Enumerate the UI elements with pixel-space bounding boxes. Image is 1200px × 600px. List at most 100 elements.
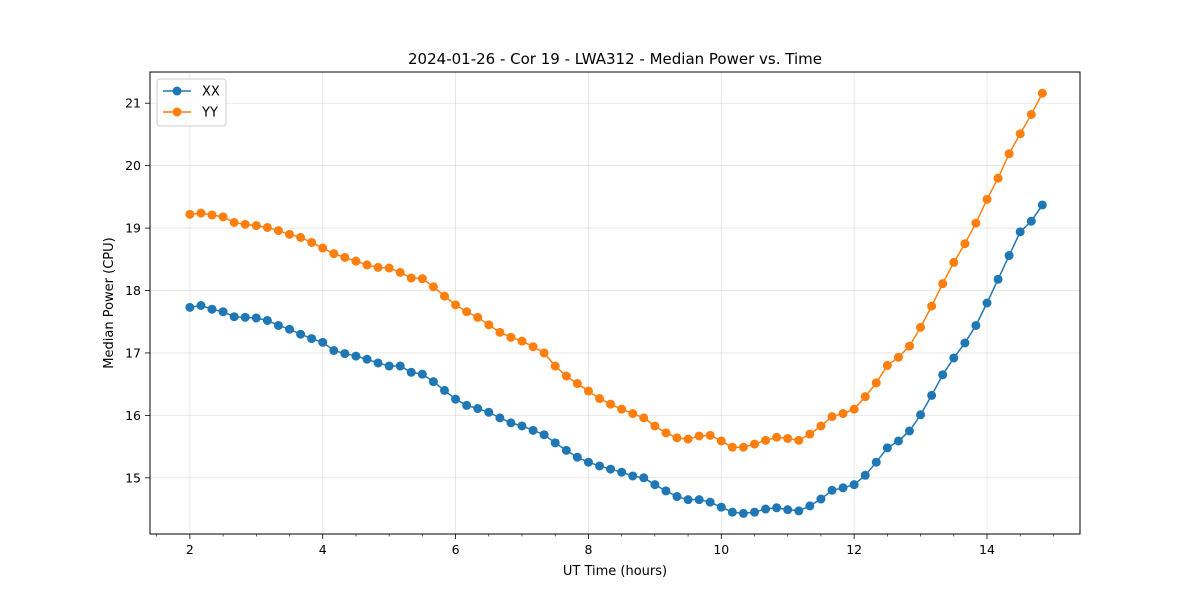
data-point-xx [484,407,494,417]
data-point-yy [916,322,926,332]
data-point-xx [916,410,926,420]
x-tick-label: 12 [846,542,862,557]
data-point-xx [639,473,649,483]
legend-label-xx: XX [202,85,220,100]
data-point-xx [495,413,505,423]
data-point-yy [595,394,605,404]
data-point-xx [595,461,605,471]
series-xx [185,200,1047,518]
data-point-xx [1026,216,1036,226]
data-point-yy [727,442,737,452]
data-point-xx [539,430,549,440]
x-tick-label: 2 [186,542,194,557]
data-point-xx [794,506,804,516]
data-point-yy [384,263,394,273]
data-point-xx [473,404,483,414]
data-point-xx [772,503,782,513]
data-point-xx [893,436,903,446]
data-point-yy [484,320,494,330]
chart-title: 2024-01-26 - Cor 19 - LWA312 - Median Po… [408,50,822,68]
data-point-xx [196,301,206,310]
data-point-yy [927,301,937,311]
data-point-xx [362,354,372,364]
data-point-xx [661,486,671,496]
data-point-xx [285,324,294,334]
data-point-xx [296,329,306,339]
data-point-yy [1037,88,1047,98]
grid [150,72,1080,534]
data-point-xx [672,492,682,502]
series-yy [185,88,1047,452]
y-tick-label: 21 [125,96,141,111]
data-point-yy [606,399,616,409]
data-point-xx [406,367,416,377]
data-point-xx [506,418,516,428]
data-point-yy [661,428,671,438]
data-point-xx [583,457,593,467]
data-point-yy [838,409,848,419]
data-point-yy [395,267,405,277]
y-tick-label: 17 [125,345,141,360]
data-point-xx [805,501,815,511]
data-point-yy [528,342,538,352]
data-point-yy [971,218,981,228]
y-tick-label: 20 [125,158,141,173]
data-point-xx [550,438,560,448]
x-tick-label: 8 [584,542,592,557]
data-point-xx [451,394,461,404]
data-point-yy [296,232,306,242]
data-point-yy [550,361,560,371]
data-point-yy [639,413,649,423]
data-point-xx [218,307,228,317]
data-point-xx [750,507,759,517]
data-point-xx [949,353,959,363]
data-point-yy [672,433,682,443]
data-point-yy [805,429,815,439]
data-point-yy [827,412,837,422]
data-point-xx [417,369,427,379]
data-point-yy [816,421,826,431]
data-point-xx [882,443,892,453]
series-line-yy [189,92,1044,448]
y-tick-label: 18 [125,283,141,298]
data-point-yy [539,348,549,358]
data-point-xx [572,452,582,462]
data-point-xx [395,361,405,371]
data-point-yy [628,409,638,419]
data-point-yy [572,379,582,389]
data-point-xx [561,445,571,455]
x-tick-label: 14 [979,542,995,557]
data-point-xx [262,315,272,325]
data-point-yy [251,221,261,231]
y-tick-label: 15 [125,470,141,485]
data-point-xx [727,507,737,517]
data-point-yy [738,442,748,452]
data-point-xx [528,425,538,435]
data-point-xx [617,467,627,477]
data-point-yy [362,260,372,270]
y-axis: 15 16 17 18 19 20 21 [125,96,150,485]
data-point-yy [318,243,328,253]
data-point-yy [1026,109,1036,119]
legend-marker-yy [172,107,182,117]
data-point-yy [307,237,317,247]
data-point-yy [218,212,228,222]
series-line-xx [189,204,1043,515]
data-point-yy [982,194,992,204]
data-point-xx [340,349,350,359]
data-point-yy [473,312,483,322]
data-point-xx [716,502,726,512]
data-point-xx [1037,200,1047,210]
data-point-xx [428,377,438,387]
data-point-yy [783,433,793,443]
data-point-yy [340,252,350,262]
data-point-yy [285,229,294,239]
data-point-yy [893,352,903,362]
data-point-yy [794,435,804,445]
data-point-yy [860,392,870,402]
data-point-xx [761,504,771,514]
data-point-xx [783,505,793,515]
data-point-xx [207,304,217,314]
legend: XX YY [156,78,227,127]
data-point-xx [462,400,472,410]
